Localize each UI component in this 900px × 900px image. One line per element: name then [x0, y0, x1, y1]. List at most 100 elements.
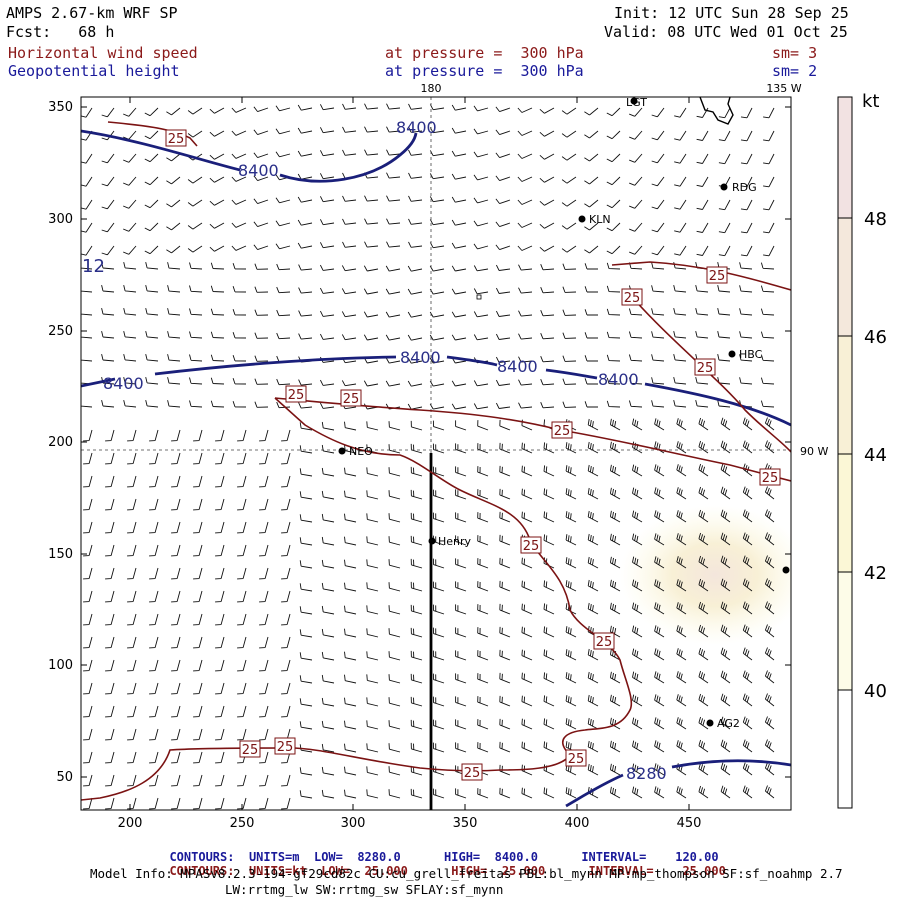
wind-barb [584, 222, 599, 231]
svg-text:25: 25 [288, 388, 305, 403]
wind-barb [676, 487, 687, 500]
wind-barb [717, 285, 731, 293]
wind-barb [408, 103, 423, 110]
wind-barb [193, 544, 203, 557]
footer-high: HIGH= 25.000 [451, 864, 546, 878]
wind-barb [281, 567, 291, 580]
wind-barb [342, 149, 357, 156]
wind-barb [385, 380, 401, 387]
wind-barb [651, 400, 665, 408]
wind-barb [254, 332, 269, 339]
wind-barb [297, 196, 313, 203]
wind-barb [742, 693, 753, 707]
wind-barb [584, 286, 598, 293]
wind-barb [495, 175, 511, 182]
station-label-henry: Henry [438, 535, 472, 548]
wind-barb [473, 380, 489, 387]
footer-contours-speed: CONTOURS: UNITS=kt LOW= 25.000 HIGH= 25.… [155, 850, 726, 878]
wind-barb [609, 487, 621, 500]
wind-barb [629, 199, 643, 209]
wind-barb [628, 377, 643, 385]
wind-barb [319, 242, 335, 249]
wind-barb [410, 443, 423, 454]
y-tick-label: 150 [48, 547, 73, 562]
wind-barb [609, 763, 621, 776]
wind-barb [281, 774, 291, 787]
wind-barb [259, 521, 269, 534]
wind-barb [654, 556, 665, 569]
x-tick-label: 350 [453, 816, 478, 831]
wind-barb [144, 153, 159, 163]
wind-barb [364, 149, 379, 156]
wind-barb [495, 221, 511, 228]
wind-barb [127, 498, 137, 511]
wind-barb [193, 728, 203, 741]
station-label-lgt: LGT [626, 96, 647, 109]
wind-barb [342, 218, 357, 225]
wind-barb [410, 788, 423, 799]
wind-barb [127, 659, 137, 672]
wind-barb [259, 498, 269, 511]
footer-interval: INTERVAL= 25.000 [588, 864, 726, 878]
wind-barb [321, 766, 335, 776]
wind-barb [237, 728, 247, 741]
wind-barb [321, 628, 335, 638]
speed-label: 25 [565, 749, 587, 767]
wind-barb [366, 605, 379, 615]
wind-barb [410, 581, 423, 592]
wind-barb [215, 797, 225, 810]
wind-barb [145, 330, 159, 339]
wind-barb [495, 106, 511, 113]
wind-barb [127, 452, 137, 465]
wind-barb [584, 130, 599, 139]
speed-label: 25 [274, 737, 296, 755]
wind-barb [517, 222, 533, 228]
speed-label: 25 [694, 358, 716, 376]
wind-barb [517, 107, 533, 113]
wind-barb [101, 261, 115, 270]
wind-barb [742, 555, 753, 569]
wind-barb [210, 308, 225, 316]
wind-barb [386, 172, 401, 179]
wind-barb [606, 354, 621, 362]
wind-barb [149, 521, 159, 534]
wind-barb [408, 195, 423, 202]
wind-barb [281, 682, 291, 695]
wind-barb [299, 560, 313, 569]
wind-barb [473, 151, 489, 158]
wind-barb [144, 130, 159, 140]
wind-barb [764, 670, 775, 684]
colorbar-band [838, 454, 852, 572]
wind-barb [388, 444, 401, 454]
svg-text:25: 25 [343, 392, 360, 407]
wind-barb [517, 176, 533, 182]
wind-barb [299, 422, 313, 431]
wind-barb [763, 153, 775, 165]
wind-barb [193, 590, 203, 603]
wind-barb [632, 740, 643, 753]
wind-barb [101, 399, 115, 408]
wind-barb [344, 651, 357, 661]
wind-barb [432, 696, 445, 707]
wind-barb [517, 245, 533, 251]
wind-barb [232, 286, 247, 293]
wind-barb [344, 743, 357, 753]
wind-barb [473, 220, 489, 227]
wind-barb [215, 613, 225, 626]
speed-label: 25 [621, 288, 643, 306]
wind-barb [584, 378, 598, 385]
wind-barb [83, 475, 93, 488]
wind-barb [495, 129, 511, 136]
station-markers [338, 97, 790, 727]
wind-barb [105, 567, 115, 580]
wind-barb [451, 265, 467, 272]
wind-barb [127, 728, 137, 741]
wind-barb [388, 559, 401, 569]
wind-barb [628, 308, 643, 316]
wind-barb [673, 376, 687, 385]
wind-barb [451, 173, 467, 180]
wind-barb [386, 218, 401, 225]
y-tick-label: 50 [56, 770, 73, 785]
wind-barb [764, 555, 775, 569]
wind-barb [127, 567, 137, 580]
